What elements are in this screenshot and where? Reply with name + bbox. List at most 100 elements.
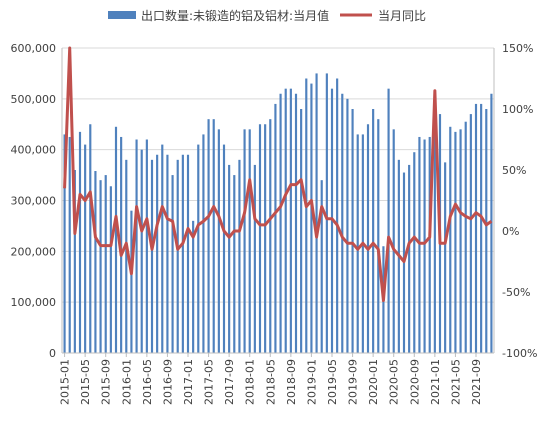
bar [480,103,483,354]
x-tick-label: 2015-09 [100,359,113,405]
bar [63,134,66,353]
bar [89,124,92,353]
bar [413,152,416,353]
bar [490,93,493,353]
bar [325,73,328,354]
bar [207,119,210,354]
bar [418,136,421,353]
y-right-tick-label: 50% [502,164,526,177]
bar [356,134,359,353]
axes: 0 100,000 200,000 300,000 400,000 500,000 600,… [11,42,538,405]
legend: 出口数量:未锻造的铝及铝材:当月值 当月同比 [108,8,426,23]
x-tick-label: 2015-05 [79,359,92,405]
x-tick-label: 2016-05 [141,359,154,405]
bar [135,139,138,353]
bar [78,131,82,353]
bar [346,98,349,353]
x-tick-label: 2021-09 [470,359,483,405]
bar [202,134,205,353]
x-tick-label: 2018-01 [244,359,257,405]
y-left-tick-label: 500,000 [11,93,57,106]
bar [279,93,282,353]
bar [84,144,87,353]
yoy-line [63,46,493,303]
bar [73,170,76,353]
bar [408,164,411,353]
bar [315,73,318,354]
y-right-tick-label: -100% [502,347,537,360]
x-tick-label: 2021-05 [449,359,462,405]
x-tick-label: 2019-01 [305,359,318,405]
bar [114,126,118,354]
bar [192,220,195,353]
y-left-tick-label: 600,000 [11,42,57,55]
x-tick-label: 2019-09 [347,359,360,405]
bar [99,180,102,353]
bar [243,129,246,353]
bar [197,144,200,353]
bar [130,210,133,353]
y-right-tick-label: 150% [502,42,533,55]
bar [454,131,457,353]
x-tick-label: 2016-01 [120,359,133,405]
bar [186,154,190,353]
bar [423,139,426,353]
legend-label-bar: 出口数量:未锻造的铝及铝材:当月值 [141,8,329,23]
legend-swatch-bar [108,11,136,19]
bar [310,83,313,353]
x-tick-label: 2020-05 [388,359,401,405]
bar [109,186,112,353]
x-tick-label: 2021-01 [429,359,442,405]
y-left-tick-label: 200,000 [11,245,57,258]
legend-label-line: 当月同比 [378,9,426,23]
bar [341,93,344,353]
bar [392,129,395,353]
bar [351,109,354,353]
bar [372,109,375,353]
y-right-tick-label: 0% [502,225,519,238]
bar [264,124,267,353]
bar [238,159,241,353]
bar [274,103,277,354]
bar [377,119,380,354]
bar [161,144,164,353]
bar [433,98,436,353]
bar [305,78,308,353]
x-tick-label: 2018-09 [285,359,298,405]
bar [125,159,128,353]
bar [320,180,323,353]
x-tick-label: 2020-09 [408,359,421,405]
bar [294,93,298,353]
bar [366,124,370,353]
bar [289,88,292,354]
x-tick-label: 2018-05 [264,359,277,405]
bar [258,124,262,353]
bar [253,164,256,353]
bar [94,171,97,353]
x-tick-label: 2015-01 [59,359,72,405]
bar [217,129,220,353]
bar [68,136,71,353]
bar [140,149,143,353]
bar [449,126,452,354]
x-tick-label: 2017-05 [203,359,216,405]
bar [228,164,231,353]
bar [474,103,478,354]
bar [469,114,472,353]
bar [176,159,179,353]
bar [233,175,236,353]
bar [464,121,467,353]
x-tick-label: 2017-01 [182,359,195,405]
bar [284,88,287,354]
bar [387,88,390,354]
bar-series [63,73,493,354]
bar [212,119,215,354]
y-left-tick-label: 300,000 [11,195,57,208]
bar [485,109,488,353]
bar [145,139,148,353]
x-tick-label: 2020-01 [367,359,380,405]
bar [104,175,107,353]
bar [171,175,174,353]
